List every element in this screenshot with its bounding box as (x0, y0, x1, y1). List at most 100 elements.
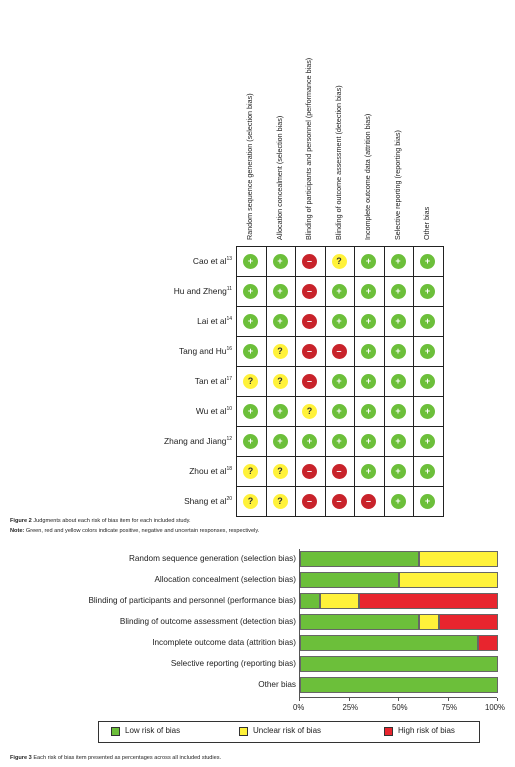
judgment-cell: + (384, 427, 414, 457)
unclear-risk-icon: ? (243, 374, 258, 389)
high-risk-icon: – (302, 344, 317, 359)
low-risk-icon: + (390, 374, 406, 389)
figure3-title-text: Each risk of bias item presented as perc… (31, 755, 222, 761)
low-risk-icon: + (272, 404, 288, 419)
judgment-cell: – (325, 487, 355, 517)
bar-segment (300, 656, 498, 672)
high-risk-icon: – (302, 494, 317, 509)
judgment-cell: – (296, 487, 326, 517)
judgment-cell: + (414, 427, 444, 457)
bar-category-label: Blinding of participants and personnel (… (88, 596, 296, 605)
low-risk-icon: + (302, 434, 317, 449)
bar-segment (399, 572, 498, 588)
bar-segment (418, 551, 498, 567)
tick-label: 100% (485, 703, 505, 712)
judgment-cell: + (384, 457, 414, 487)
study-label: Hu and Zheng11 (173, 286, 232, 296)
tick-label: 75% (441, 703, 458, 712)
high-risk-icon: – (302, 284, 317, 299)
bar-segment (478, 635, 498, 651)
low-risk-icon: + (361, 464, 376, 479)
legend-label: Low risk of bias (125, 726, 181, 735)
judgment-cell: + (237, 397, 267, 427)
column-header: Blinding of participants and personnel (… (304, 57, 313, 240)
high-risk-icon: – (302, 374, 317, 389)
study-label: Wu et al10 (195, 406, 232, 416)
low-risk-icon: + (361, 344, 376, 359)
unclear-risk-icon: ? (243, 464, 258, 479)
judgment-cell: – (296, 277, 326, 307)
low-risk-icon: + (420, 254, 435, 269)
judgment-cell: ? (266, 337, 296, 367)
bar-category-label: Other bias (258, 680, 296, 689)
column-header: Other bias (422, 206, 431, 240)
unclear-risk-icon: ? (331, 254, 347, 269)
judgment-cell: ? (266, 457, 296, 487)
legend-label: High risk of bias (398, 726, 455, 735)
low-risk-icon: + (390, 494, 406, 509)
column-header: Allocation concealment (selection bias) (274, 115, 284, 240)
bar-segment (418, 614, 439, 630)
low-risk-icon: + (420, 374, 435, 389)
judgment-cell: + (266, 277, 296, 307)
low-risk-icon: + (361, 254, 376, 269)
high-risk-icon: – (331, 494, 347, 509)
bar-segment (438, 614, 498, 630)
figure3-caption: Figure 3 Each risk of bias item presente… (10, 755, 221, 761)
tick-label: 25% (342, 703, 359, 712)
judgment-cell: + (355, 427, 385, 457)
low-risk-icon: + (272, 434, 288, 449)
judgment-cell: + (384, 247, 414, 277)
legend-label: Unclear risk of bias (253, 726, 322, 735)
unclear-risk-icon: ? (272, 494, 288, 509)
bar-segment (359, 593, 498, 609)
judgment-cell: + (384, 397, 414, 427)
bar-segment (300, 572, 399, 588)
low-risk-icon: + (390, 314, 406, 329)
low-risk-icon: + (390, 344, 406, 359)
judgment-cell: + (384, 307, 414, 337)
bar-segment (300, 635, 479, 651)
judgment-cell: + (325, 397, 355, 427)
judgment-cell: ? (237, 487, 267, 517)
judgment-cell: + (325, 277, 355, 307)
unclear-risk-icon: ? (272, 374, 288, 389)
study-label: Tang and Hu16 (178, 346, 232, 356)
bar-segment (300, 614, 419, 630)
low-risk-icon: + (272, 254, 288, 269)
low-risk-icon: + (331, 374, 347, 389)
judgment-cell: + (237, 307, 267, 337)
unclear-risk-icon: ? (243, 494, 258, 509)
judgment-grid: + + –? + + + + + – + + + + + + – + + + + +? – – + + +?? – + + + + + +? + +… (236, 246, 444, 517)
figure2-note-text: Green, red and yellow colors indicate po… (24, 528, 260, 534)
bar-segment (300, 593, 320, 609)
bar-category-label: Blinding of outcome assessment (detectio… (119, 617, 296, 626)
judgment-cell: + (325, 367, 355, 397)
low-risk-icon: + (390, 284, 406, 299)
low-risk-icon: + (361, 314, 376, 329)
column-header: Selective reporting (reporting bias) (392, 130, 402, 240)
low-risk-icon: + (420, 404, 435, 419)
low-risk-icon: + (361, 284, 376, 299)
low-risk-icon: + (331, 314, 347, 329)
judgment-cell: + (384, 367, 414, 397)
bar-segment (319, 593, 360, 609)
legend-swatch (239, 727, 248, 736)
bar-segment (300, 551, 419, 567)
high-risk-icon: – (302, 464, 317, 479)
judgment-cell: + (414, 277, 444, 307)
tick-mark (447, 698, 449, 701)
judgment-cell: + (414, 487, 444, 517)
tick-label: 50% (392, 703, 408, 712)
column-header: Random sequence generation (selection bi… (245, 93, 254, 240)
study-label: Tan et al17 (194, 376, 232, 386)
low-risk-icon: + (331, 284, 347, 299)
x-axis: 0% 25% 50% 75% 100% (293, 697, 505, 718)
bar-plot-area (299, 549, 498, 697)
low-risk-icon: + (243, 434, 258, 449)
judgment-cell: ? (237, 457, 267, 487)
judgment-cell: – (325, 457, 355, 487)
study-labels: Cao et al13 Hu and Zheng11 Lai et al14 Tang… (0, 0, 232, 510)
low-risk-icon: + (390, 404, 406, 419)
judgment-cell: + (266, 397, 296, 427)
